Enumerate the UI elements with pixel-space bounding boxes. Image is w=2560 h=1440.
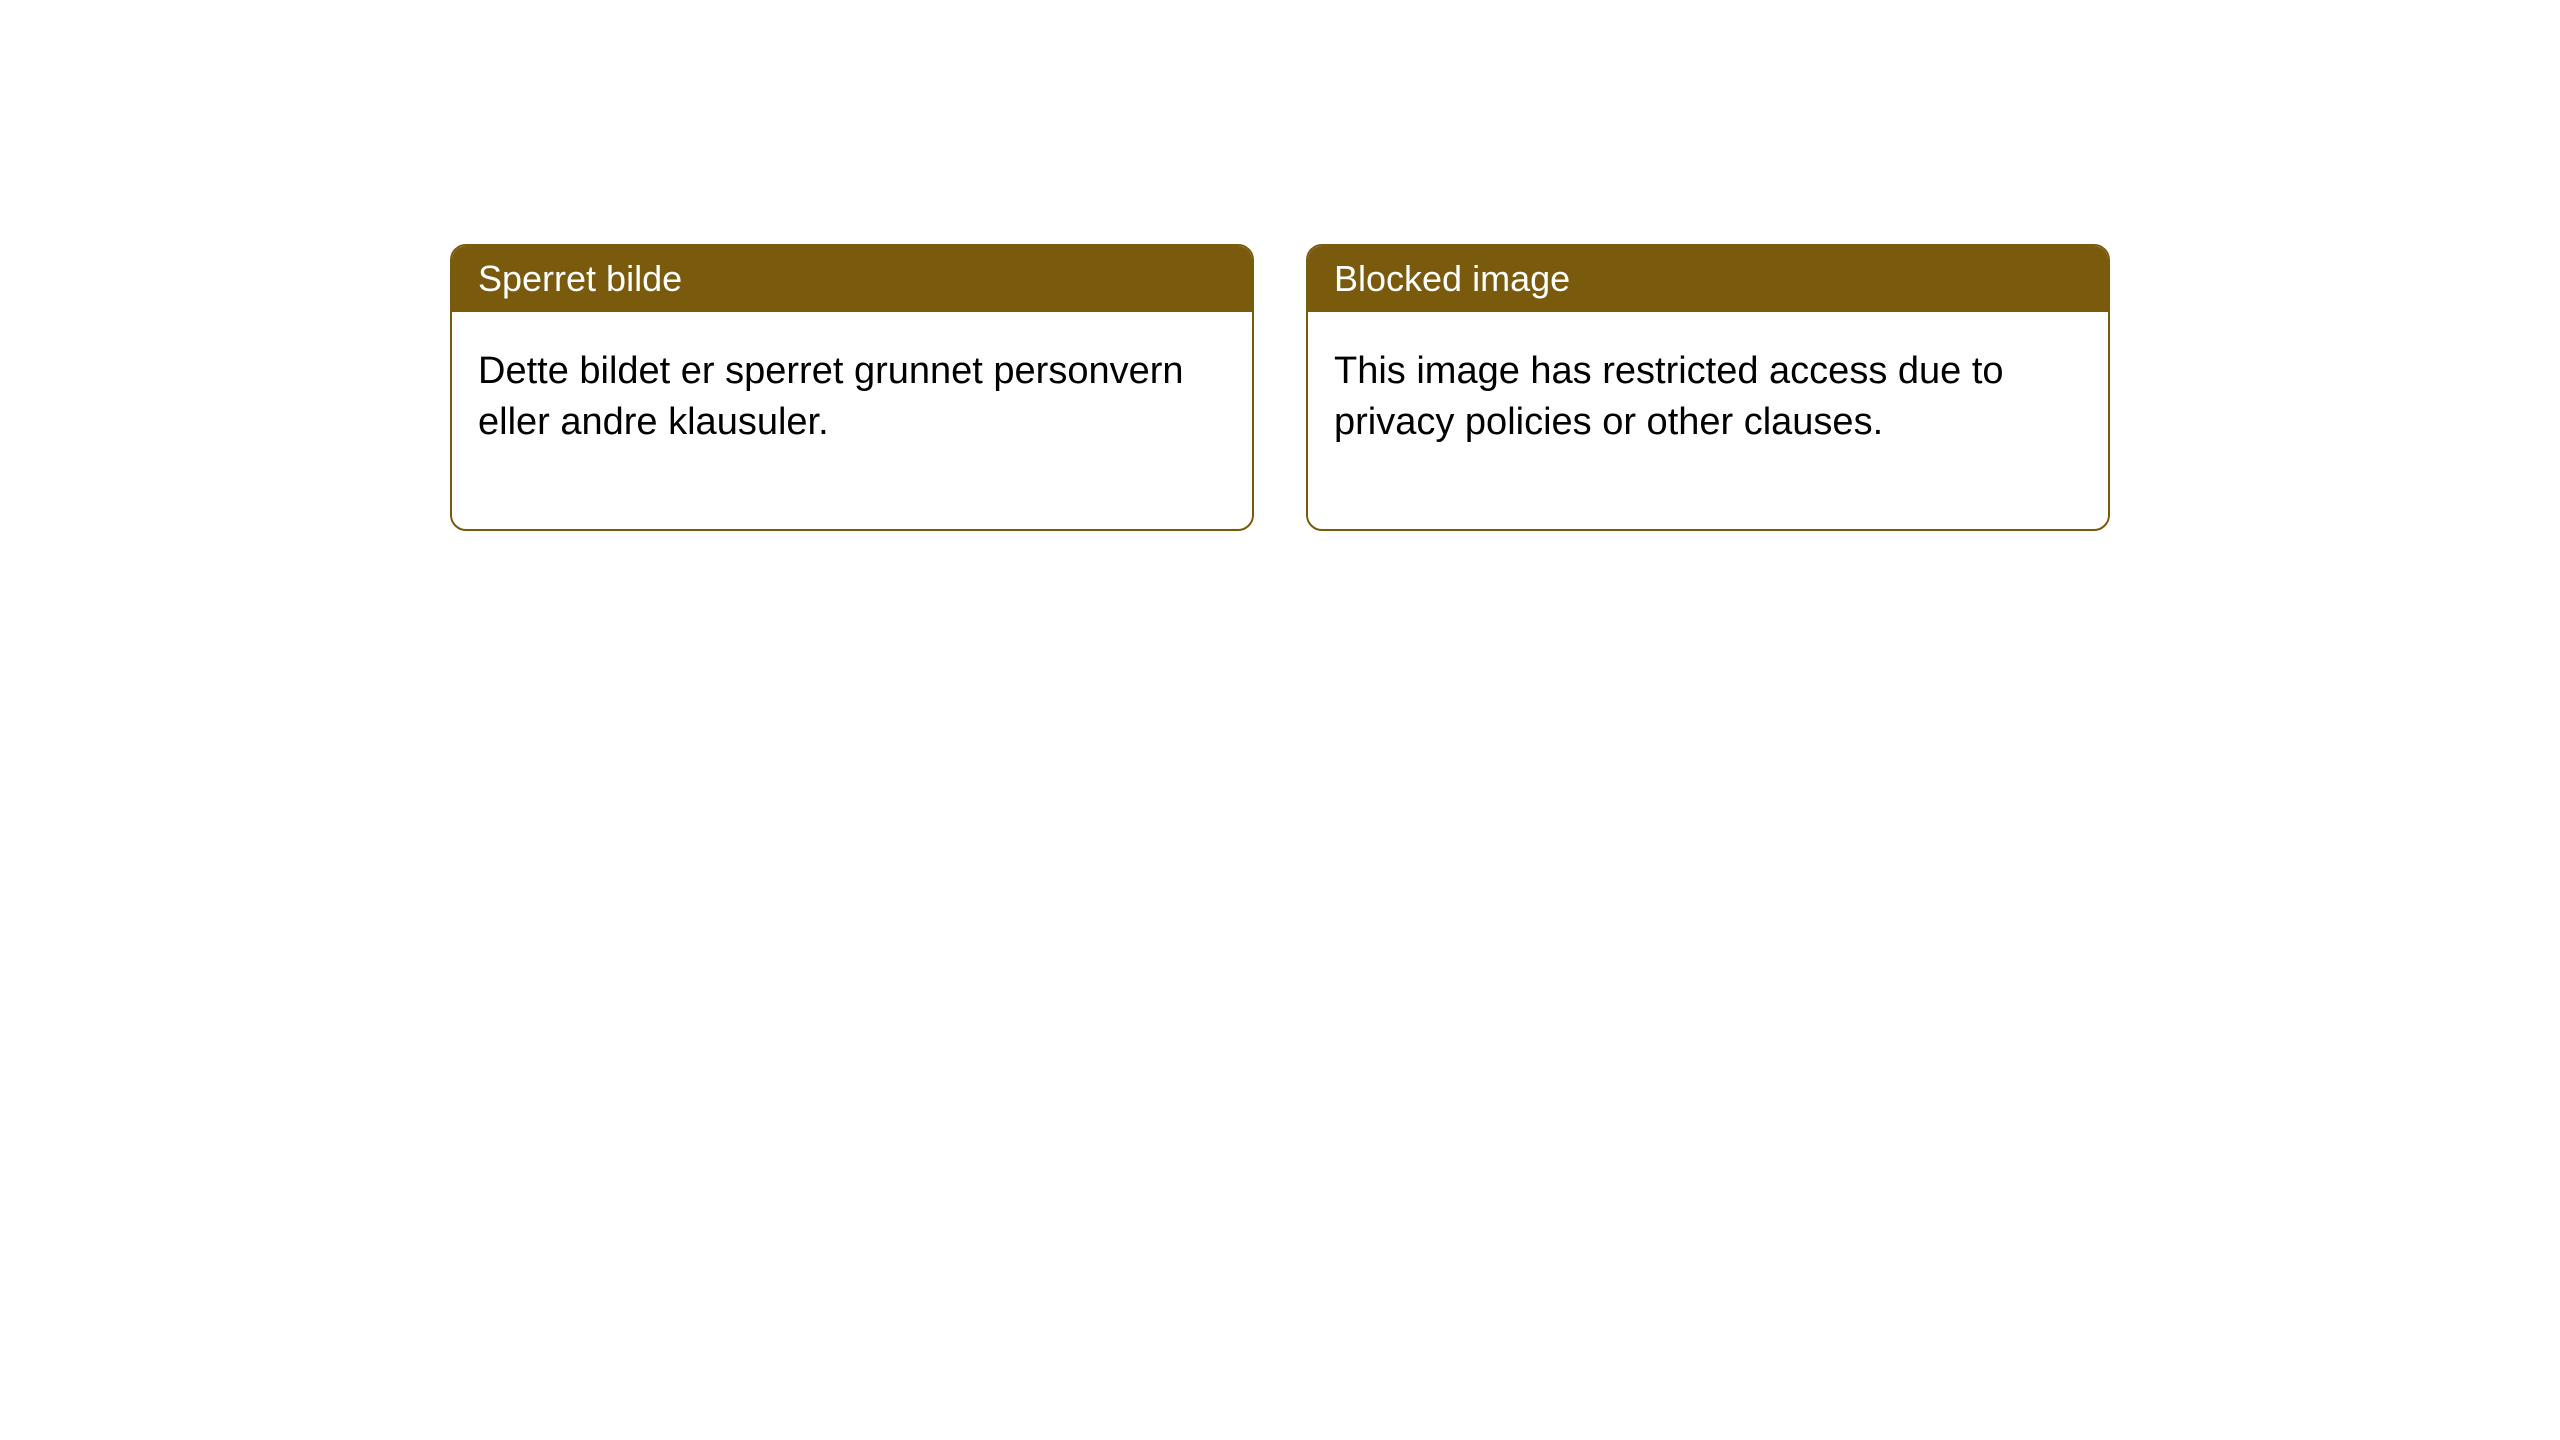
notice-box-english: Blocked image This image has restricted … — [1306, 244, 2110, 531]
notice-header: Blocked image — [1308, 246, 2108, 312]
notice-body: Dette bildet er sperret grunnet personve… — [452, 312, 1252, 529]
notice-header: Sperret bilde — [452, 246, 1252, 312]
notice-box-norwegian: Sperret bilde Dette bildet er sperret gr… — [450, 244, 1254, 531]
notice-container: Sperret bilde Dette bildet er sperret gr… — [450, 244, 2110, 531]
notice-body: This image has restricted access due to … — [1308, 312, 2108, 529]
